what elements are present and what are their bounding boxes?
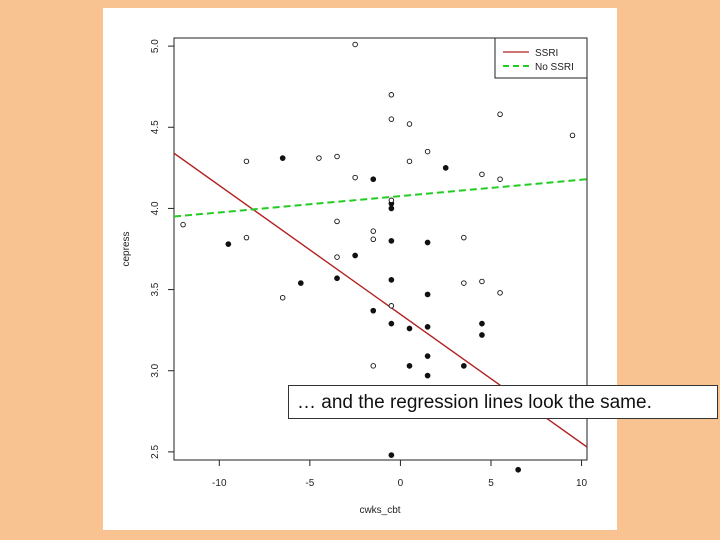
data-point-no-ssri bbox=[279, 294, 286, 301]
data-point-no-ssri bbox=[352, 174, 358, 181]
legend-box bbox=[494, 37, 588, 79]
plot-panel: -10 -5 0 5 10 2.5 3.0 3.5 4.0 4.5 5.0 cwks_cbt ce… bbox=[103, 8, 617, 530]
x-axis: -10 -5 0 5 10 bbox=[212, 459, 588, 489]
data-points bbox=[180, 41, 576, 473]
data-point-no-ssri bbox=[461, 280, 467, 286]
data-point-no-ssri bbox=[352, 41, 358, 48]
data-point-ssri bbox=[370, 307, 377, 314]
data-point-no-ssri bbox=[388, 197, 395, 204]
data-point-ssri bbox=[334, 275, 340, 282]
caption-box: … and the regression lines look the same… bbox=[288, 385, 718, 419]
scatter-chart: -10 -5 0 5 10 2.5 3.0 3.5 4.0 4.5 5.0 cwks_cbt ce… bbox=[121, 37, 588, 516]
data-point-no-ssri bbox=[334, 254, 340, 260]
data-point-no-ssri bbox=[497, 111, 503, 118]
data-point-no-ssri bbox=[406, 158, 413, 165]
data-point-ssri bbox=[479, 320, 485, 327]
y-tick-label: 5.0 bbox=[150, 39, 161, 53]
data-point-no-ssri bbox=[370, 228, 377, 234]
x-tick-label: -10 bbox=[212, 478, 227, 489]
data-point-no-ssri bbox=[461, 234, 467, 241]
data-point-no-ssri bbox=[316, 155, 322, 161]
legend-label-no-ssri: No SSRI bbox=[535, 62, 574, 73]
y-tick-label: 3.0 bbox=[150, 363, 161, 377]
data-point-no-ssri bbox=[569, 132, 576, 139]
y-tick-label: 3.5 bbox=[150, 282, 161, 296]
data-point-ssri bbox=[388, 205, 395, 212]
data-point-no-ssri bbox=[388, 92, 395, 98]
data-point-ssri bbox=[406, 325, 413, 332]
data-point-no-ssri bbox=[370, 363, 377, 369]
data-point-ssri bbox=[479, 332, 485, 338]
x-tick-label: -5 bbox=[305, 478, 314, 489]
data-point-ssri bbox=[388, 320, 395, 327]
data-point-no-ssri bbox=[334, 218, 340, 225]
x-tick-label: 0 bbox=[398, 478, 404, 489]
y-tick-label: 4.0 bbox=[150, 201, 161, 215]
data-point-ssri bbox=[388, 452, 395, 458]
y-axis: 2.5 3.0 3.5 4.0 4.5 5.0 bbox=[150, 39, 175, 459]
data-point-no-ssri bbox=[497, 176, 503, 182]
x-tick-label: 10 bbox=[576, 478, 588, 489]
data-point-no-ssri bbox=[388, 116, 395, 122]
data-point-no-ssri bbox=[370, 236, 377, 243]
data-point-ssri bbox=[424, 353, 431, 359]
data-point-no-ssri bbox=[424, 148, 431, 155]
data-point-ssri bbox=[388, 276, 395, 283]
data-point-no-ssri bbox=[334, 153, 340, 160]
data-point-ssri bbox=[424, 324, 431, 330]
data-point-ssri bbox=[352, 252, 358, 259]
y-tick-label: 4.5 bbox=[150, 120, 161, 134]
data-point-no-ssri bbox=[243, 158, 250, 165]
data-point-no-ssri bbox=[388, 303, 395, 309]
data-point-ssri bbox=[515, 466, 522, 473]
data-point-no-ssri bbox=[497, 290, 503, 296]
data-point-ssri bbox=[424, 239, 431, 246]
legend-label-ssri: SSRI bbox=[535, 48, 558, 59]
data-point-ssri bbox=[297, 280, 304, 286]
y-axis-title: cepress bbox=[121, 231, 132, 266]
data-point-ssri bbox=[424, 372, 431, 379]
data-point-ssri bbox=[460, 363, 467, 369]
data-point-no-ssri bbox=[406, 121, 413, 127]
data-point-ssri bbox=[442, 164, 449, 171]
legend: SSRI No SSRI bbox=[494, 37, 588, 79]
data-point-no-ssri bbox=[243, 234, 250, 241]
x-axis-title: cwks_cbt bbox=[359, 505, 400, 516]
data-point-ssri bbox=[424, 291, 431, 298]
data-point-no-ssri bbox=[180, 221, 186, 228]
data-point-ssri bbox=[370, 176, 377, 183]
x-tick-label: 5 bbox=[488, 478, 494, 489]
regression-line-no-ssri bbox=[174, 178, 587, 218]
data-point-no-ssri bbox=[479, 278, 485, 285]
data-point-ssri bbox=[406, 363, 413, 369]
data-point-no-ssri bbox=[479, 171, 485, 178]
data-point-ssri bbox=[279, 155, 286, 161]
data-point-ssri bbox=[388, 238, 395, 244]
y-tick-label: 2.5 bbox=[150, 444, 161, 458]
data-point-ssri bbox=[225, 241, 232, 247]
